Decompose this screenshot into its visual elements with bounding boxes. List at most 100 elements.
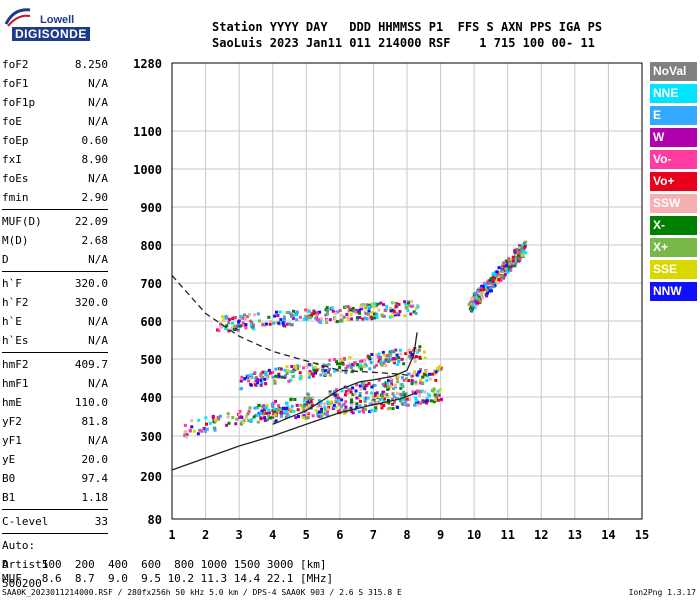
echo-point	[267, 411, 271, 415]
echo-point	[351, 401, 355, 405]
echo-point	[286, 322, 290, 326]
echo-point	[307, 403, 311, 407]
echo-point	[518, 246, 522, 250]
echo-point	[413, 360, 417, 364]
x-tick-label: 3	[236, 528, 243, 542]
param-row: foEs N/A	[2, 169, 108, 188]
echo-point	[414, 396, 418, 400]
echo-point	[249, 323, 253, 327]
echo-point	[267, 368, 271, 372]
echo-point	[249, 383, 253, 387]
param-row: B1 1.18	[2, 488, 108, 507]
echo-point	[225, 327, 229, 331]
echo-point	[428, 394, 432, 398]
echo-point	[342, 356, 346, 360]
echo-point	[398, 310, 402, 314]
param-label: foE	[2, 115, 22, 128]
echo-point	[377, 378, 381, 382]
echo-point	[274, 374, 278, 378]
echo-point	[415, 373, 419, 377]
echo-point	[328, 358, 332, 362]
param-row: hmF2 409.7	[2, 355, 108, 374]
legend-item: X-	[650, 216, 697, 235]
param-row: MUF(D) 22.09	[2, 212, 108, 231]
echo-point	[295, 403, 299, 407]
echo-point	[356, 315, 360, 319]
echo-point	[370, 352, 374, 356]
echo-point	[337, 396, 341, 400]
echo-point	[351, 393, 355, 397]
param-label: h`E	[2, 315, 22, 328]
echo-point	[420, 389, 424, 393]
echo-point	[213, 428, 217, 432]
echo-point	[429, 399, 433, 403]
echo-point	[489, 277, 493, 281]
echo-point	[242, 313, 246, 317]
echo-point	[402, 390, 406, 394]
echo-point	[430, 372, 434, 376]
param-separator	[2, 209, 108, 210]
echo-point	[382, 303, 386, 307]
echo-point	[309, 399, 313, 403]
echo-point	[286, 408, 290, 412]
param-label: C-level	[2, 515, 49, 528]
echo-point	[484, 282, 488, 286]
echo-point	[198, 428, 202, 432]
echo-point	[425, 397, 429, 401]
echo-point	[374, 393, 378, 397]
echo-point	[273, 381, 277, 385]
echo-point	[386, 374, 390, 378]
echo-point	[350, 398, 354, 402]
echo-point	[351, 411, 355, 415]
echo-point	[334, 320, 338, 324]
echo-point	[357, 410, 361, 414]
echo-point	[509, 265, 513, 269]
echo-point	[521, 243, 525, 247]
echo-point	[367, 303, 371, 307]
echo-point	[375, 391, 379, 395]
echo-point	[514, 262, 518, 266]
echo-point	[230, 326, 234, 330]
echo-point	[359, 305, 363, 309]
param-label: hmF2	[2, 358, 29, 371]
echo-point	[306, 392, 310, 396]
echo-point	[256, 413, 260, 417]
echo-point	[283, 324, 287, 328]
echo-point	[381, 382, 385, 386]
echo-point	[375, 353, 379, 357]
echo-point	[379, 360, 383, 364]
param-row: fmin 2.90	[2, 188, 108, 207]
echo-point	[407, 354, 411, 358]
y-tick-label: 200	[140, 470, 162, 484]
echo-point	[434, 398, 438, 402]
echo-point	[517, 252, 521, 256]
echo-point	[311, 372, 315, 376]
echo-point	[353, 361, 357, 365]
echo-point	[219, 325, 223, 329]
echo-point	[273, 314, 277, 318]
echo-point	[200, 429, 204, 433]
echo-point	[334, 396, 338, 400]
echo-point	[289, 312, 293, 316]
echo-point	[264, 370, 268, 374]
param-label: foF1	[2, 77, 29, 90]
echo-point	[435, 367, 439, 371]
echo-point	[400, 393, 404, 397]
legend-item: X+	[650, 238, 697, 257]
echo-point	[359, 365, 363, 369]
echo-point	[380, 363, 384, 367]
echo-point	[396, 397, 400, 401]
echo-point	[304, 314, 308, 318]
echo-point	[283, 368, 287, 372]
legend-item: Vo+	[650, 172, 697, 191]
echo-point	[371, 394, 375, 398]
echo-point	[271, 404, 275, 408]
echo-point	[291, 369, 295, 373]
echo-point	[208, 421, 212, 425]
echo-point	[271, 370, 275, 374]
echo-point	[311, 366, 315, 370]
echo-point	[326, 312, 330, 316]
echo-point	[274, 310, 278, 314]
echo-point	[324, 412, 328, 416]
echo-point	[234, 422, 238, 426]
